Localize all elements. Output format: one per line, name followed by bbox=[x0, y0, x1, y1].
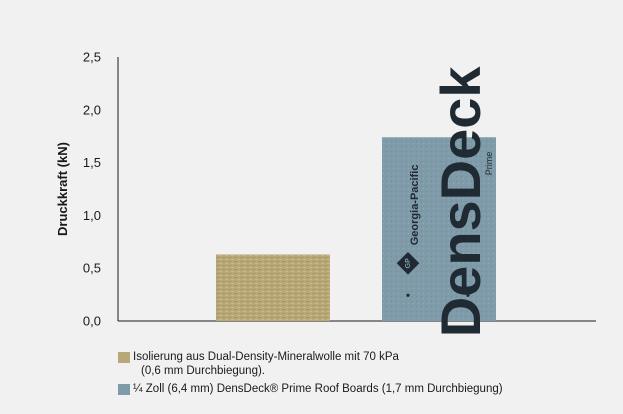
legend-label-densdeck: ¼ Zoll (6,4 mm) DensDeck® Prime Roof Boa… bbox=[133, 383, 503, 395]
legend-label-mineral-wool-line2: (0,6 mm Durchbiegung). bbox=[141, 365, 265, 377]
bars: DensDeck Georgia-Pacific Prime GP bbox=[216, 66, 496, 338]
board-fastener-icon bbox=[466, 293, 470, 297]
legend-item-densdeck: ¼ Zoll (6,4 mm) DensDeck® Prime Roof Boa… bbox=[118, 382, 503, 396]
densdeck-brand-print: DensDeck bbox=[429, 66, 492, 338]
y-axis-label: Druckkraft (kN) bbox=[55, 142, 70, 236]
y-tick-label: 1,0 bbox=[83, 208, 101, 223]
y-tick-label: 1,5 bbox=[83, 155, 101, 170]
legend: Isolierung aus Dual-Density-Mineralwolle… bbox=[118, 350, 503, 400]
board-fastener-icon bbox=[406, 293, 410, 297]
prime-variant-print: Prime bbox=[484, 152, 494, 176]
legend-swatch-densdeck bbox=[118, 384, 130, 395]
gp-logo-icon bbox=[396, 251, 420, 275]
legend-label-mineral-wool-line1: Isolierung aus Dual-Density-Mineralwolle… bbox=[133, 351, 399, 363]
y-tick-label: 2,0 bbox=[83, 102, 101, 117]
gp-logo-text: GP bbox=[405, 258, 412, 268]
y-tick-labels: 0,0 0,5 1,0 1,5 2,0 2,5 bbox=[83, 50, 101, 329]
legend-item-mineral-wool: Isolierung aus Dual-Density-Mineralwolle… bbox=[118, 350, 503, 378]
georgia-pacific-print: Georgia-Pacific bbox=[409, 165, 421, 246]
bar-chart: 0,0 0,5 1,0 1,5 2,0 2,5 DensDeck Georgia-Pacif… bbox=[55, 50, 596, 338]
y-tick-label: 0,5 bbox=[83, 261, 101, 276]
bar-mineral-wool bbox=[216, 254, 330, 321]
y-tick-label: 0,0 bbox=[83, 314, 101, 329]
legend-swatch-mineral-wool bbox=[118, 352, 130, 363]
densdeck-board-print: DensDeck Georgia-Pacific Prime GP bbox=[396, 66, 494, 338]
bar-densdeck bbox=[382, 137, 496, 321]
y-tick-label: 2,5 bbox=[83, 50, 101, 65]
